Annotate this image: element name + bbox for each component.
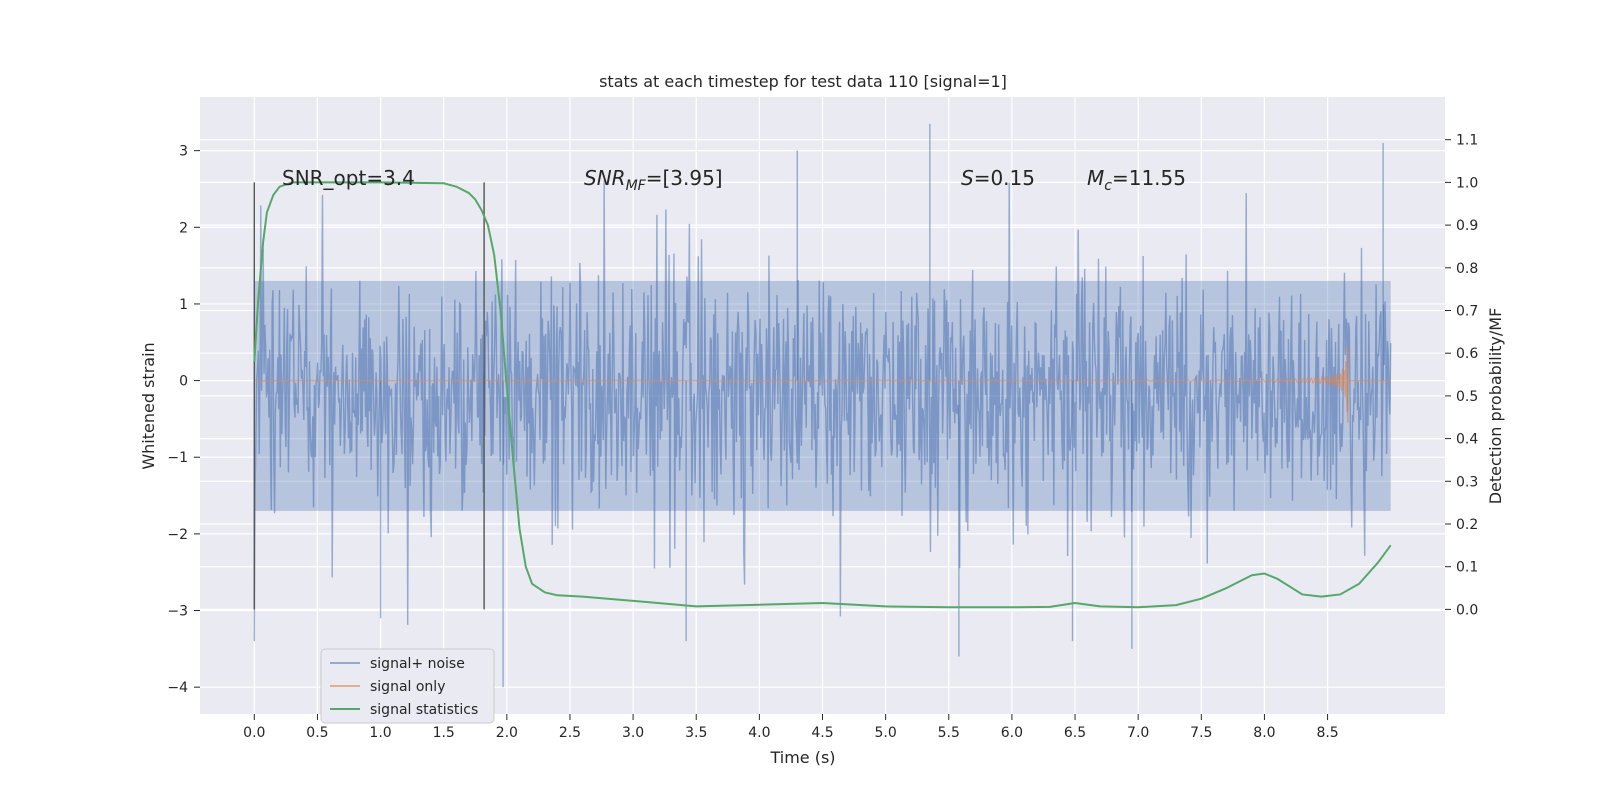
x-tick-label: 6.0: [1001, 725, 1023, 741]
y2-tick-label: 0.2: [1456, 517, 1478, 533]
y2-tick-label: 0.1: [1456, 560, 1478, 576]
vertical-markers: [253, 182, 485, 610]
legend-label-signal-statistics: signal statistics: [370, 702, 478, 718]
x-tick-label: 5.5: [938, 725, 960, 741]
y2-tick-label: 0.4: [1456, 432, 1478, 448]
legend-label-signal-noise: signal+ noise: [370, 656, 465, 672]
legend-label-signal-only: signal only: [370, 679, 445, 695]
y2-tick-label: 0.3: [1456, 474, 1478, 490]
annotation-snr-mf: SNRMF=[3.95]: [584, 166, 723, 194]
y-tick-label: −4: [167, 680, 188, 696]
y2-tick-label: 1.0: [1456, 175, 1478, 191]
y-tick-label: −3: [167, 604, 188, 620]
x-tick-label: 2.5: [559, 725, 581, 741]
y-tick-label: 2: [179, 220, 188, 236]
annotation-mc: Mc=11.55: [1087, 166, 1186, 194]
x-tick-label: 1.5: [433, 725, 455, 741]
y2-tick-label: 0.7: [1456, 303, 1478, 319]
legend: signal+ noise signal only signal statist…: [320, 648, 495, 724]
x-tick-label: 0.0: [243, 725, 265, 741]
x-tick-label: 4.0: [748, 725, 770, 741]
x-tick-label: 7.5: [1190, 725, 1212, 741]
y2-tick-label: 0.8: [1456, 261, 1478, 277]
x-tick-label: 8.5: [1316, 725, 1338, 741]
series-signal-only: [254, 346, 1391, 423]
signal-noise-line: [253, 180, 1392, 642]
series-signal-noise: [253, 123, 1392, 688]
x-tick-label: 0.5: [306, 725, 328, 741]
y-axis-label: Whitened strain: [139, 342, 158, 469]
y2-tick-label: 0.9: [1456, 218, 1478, 234]
chart-title: stats at each timestep for test data 110…: [599, 72, 1007, 91]
x-tick-label: 3.5: [685, 725, 707, 741]
x-tick-label: 2.0: [496, 725, 518, 741]
y2-tick-label: 0.5: [1456, 389, 1478, 405]
y-tick-label: −1: [167, 450, 188, 466]
x-tick-label: 1.0: [369, 725, 391, 741]
y-tick-label: 1: [179, 297, 188, 313]
x-axis-label: Time (s): [769, 748, 835, 767]
x-tick-label: 8.0: [1253, 725, 1275, 741]
y-tick-label: 0: [179, 374, 188, 390]
x-tick-label: 7.0: [1127, 725, 1149, 741]
signal-only-line: [254, 361, 1349, 413]
y2-tick-label: 0.0: [1456, 602, 1478, 618]
annotation-snr-opt: SNR_opt=3.4: [282, 166, 415, 190]
x-tick-label: 3.0: [622, 725, 644, 741]
x-tick-label: 4.5: [811, 725, 833, 741]
x-tick-label: 5.0: [875, 725, 897, 741]
y-tick-label: 3: [179, 144, 188, 160]
y-tick-label: −2: [167, 527, 188, 543]
y2-axis-label: Detection probability/MF: [1486, 308, 1505, 505]
legend-box: [320, 648, 495, 724]
x-tick-label: 6.5: [1064, 725, 1086, 741]
y2-tick-label: 1.1: [1456, 133, 1478, 149]
signal-statistics-line: [253, 181, 1392, 609]
grid: [200, 97, 1445, 714]
signal-noise-band: [254, 280, 1391, 511]
annotation-s: S=0.15: [961, 166, 1035, 190]
series-signal-statistics: [253, 181, 1392, 609]
y2-tick-label: 0.6: [1456, 346, 1478, 362]
ticks: 0.0 0.5 1.0 1.5 2.0 2.5 3.0 3.5 4.0 4.5 5.0 5.5 6.0 6…: [167, 133, 1478, 741]
